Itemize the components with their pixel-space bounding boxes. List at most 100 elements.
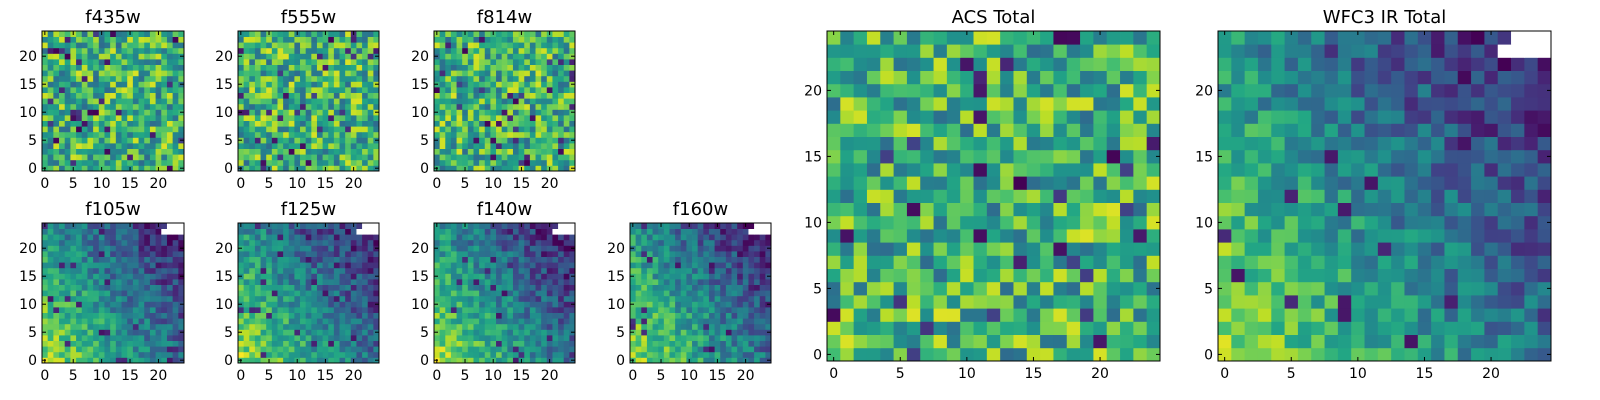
heatmap-cell — [742, 245, 749, 252]
heatmap-cell — [59, 228, 66, 235]
heatmap-cell — [546, 42, 553, 49]
heatmap-cell — [467, 98, 474, 105]
heatmap-cell — [121, 42, 128, 49]
heatmap-cell — [333, 53, 340, 60]
heatmap-cell — [529, 329, 536, 336]
heatmap-cell — [110, 239, 117, 246]
heatmap-cell — [345, 131, 352, 138]
heatmap-cell — [686, 307, 693, 313]
heatmap-cell — [350, 251, 357, 257]
heatmap-cell — [260, 234, 267, 241]
heatmap-cell — [473, 137, 480, 144]
heatmap-cell — [703, 245, 710, 252]
heatmap-cell — [93, 234, 100, 241]
heatmap-cell — [76, 357, 83, 364]
heatmap-cell — [462, 36, 469, 43]
heatmap-cell — [906, 176, 921, 190]
heatmap-cell — [518, 148, 525, 155]
heatmap-cell — [249, 31, 256, 37]
heatmap-cell — [110, 87, 117, 93]
heatmap-cell — [333, 239, 340, 246]
heatmap-cell — [484, 335, 491, 341]
heatmap-cell — [692, 318, 699, 325]
heatmap-cell — [675, 245, 682, 252]
heatmap-cell — [866, 255, 881, 269]
heatmap-cell — [81, 137, 88, 144]
heatmap-cell — [501, 131, 508, 138]
heatmap-cell — [87, 290, 94, 297]
heatmap-cell — [630, 228, 637, 235]
heatmap-cell — [260, 228, 267, 235]
heatmap-cell — [294, 126, 301, 133]
heatmap-cell — [345, 87, 352, 93]
heatmap-cell — [535, 165, 542, 172]
heatmap-cell — [507, 126, 514, 133]
heatmap-cell — [1120, 308, 1134, 322]
heatmap-cell — [535, 115, 542, 121]
heatmap-cell — [1106, 229, 1121, 243]
heatmap-cell — [697, 239, 704, 246]
heatmap-cell — [47, 47, 54, 54]
heatmap-cell — [840, 176, 855, 190]
heatmap-cell — [362, 47, 369, 54]
heatmap-cell — [243, 267, 250, 274]
heatmap-cell — [1013, 268, 1028, 283]
heatmap-cell — [473, 273, 480, 280]
heatmap-cell — [350, 273, 357, 280]
heatmap-cell — [132, 87, 139, 93]
heatmap-cell — [316, 36, 323, 43]
y-tick-label: 10 — [19, 297, 37, 313]
heatmap-cell — [552, 323, 559, 330]
heatmap-cell — [367, 36, 374, 43]
heatmap-cell — [541, 115, 548, 121]
heatmap-cell — [311, 312, 318, 319]
heatmap-cell — [880, 295, 894, 309]
heatmap-cell — [172, 307, 179, 313]
heatmap-cell — [652, 329, 659, 336]
heatmap-cell — [87, 59, 94, 65]
heatmap-cell — [496, 42, 503, 49]
heatmap-cell — [501, 295, 508, 302]
heatmap-cell — [490, 279, 497, 285]
heatmap-cell — [507, 307, 514, 313]
heatmap-cell — [558, 273, 565, 280]
heatmap-cell — [121, 273, 128, 280]
heatmap-cell — [1066, 242, 1081, 256]
heatmap-cell — [110, 53, 117, 60]
heatmap-cell — [445, 165, 452, 172]
heatmap-cell — [322, 323, 329, 330]
heatmap-cell — [294, 295, 301, 302]
heatmap-cell — [445, 53, 452, 60]
heatmap-cell — [703, 234, 710, 241]
heatmap-cell — [1026, 255, 1041, 269]
heatmap-cell — [467, 329, 474, 336]
heatmap-cell — [658, 239, 665, 246]
heatmap-cell — [53, 251, 60, 257]
heatmap-cell — [345, 228, 352, 235]
heatmap-cell — [53, 256, 60, 263]
heatmap-cell — [462, 245, 469, 252]
heatmap-cell — [238, 251, 245, 257]
heatmap-cell — [149, 307, 156, 313]
heatmap-cell — [529, 273, 536, 280]
heatmap-cell — [328, 346, 335, 353]
heatmap-cell — [59, 126, 66, 133]
heatmap-cell — [47, 115, 54, 121]
heatmap-cell — [563, 159, 570, 166]
heatmap-cell — [138, 234, 145, 241]
heatmap-cell — [288, 165, 295, 172]
y-tick-label: 5 — [28, 133, 37, 149]
heatmap-cell — [866, 242, 881, 256]
heatmap-cell — [1120, 255, 1134, 269]
heatmap-cell — [445, 103, 452, 110]
heatmap-cell — [110, 256, 117, 263]
heatmap-cell — [680, 262, 687, 269]
heatmap-cell — [121, 335, 128, 341]
heatmap-cell — [294, 75, 301, 82]
heatmap-cell — [456, 98, 463, 105]
heatmap-cell — [563, 340, 570, 347]
heatmap-cell — [840, 229, 855, 243]
heatmap-cell — [546, 262, 553, 269]
heatmap-cell — [652, 307, 659, 313]
heatmap-cell — [42, 318, 49, 325]
